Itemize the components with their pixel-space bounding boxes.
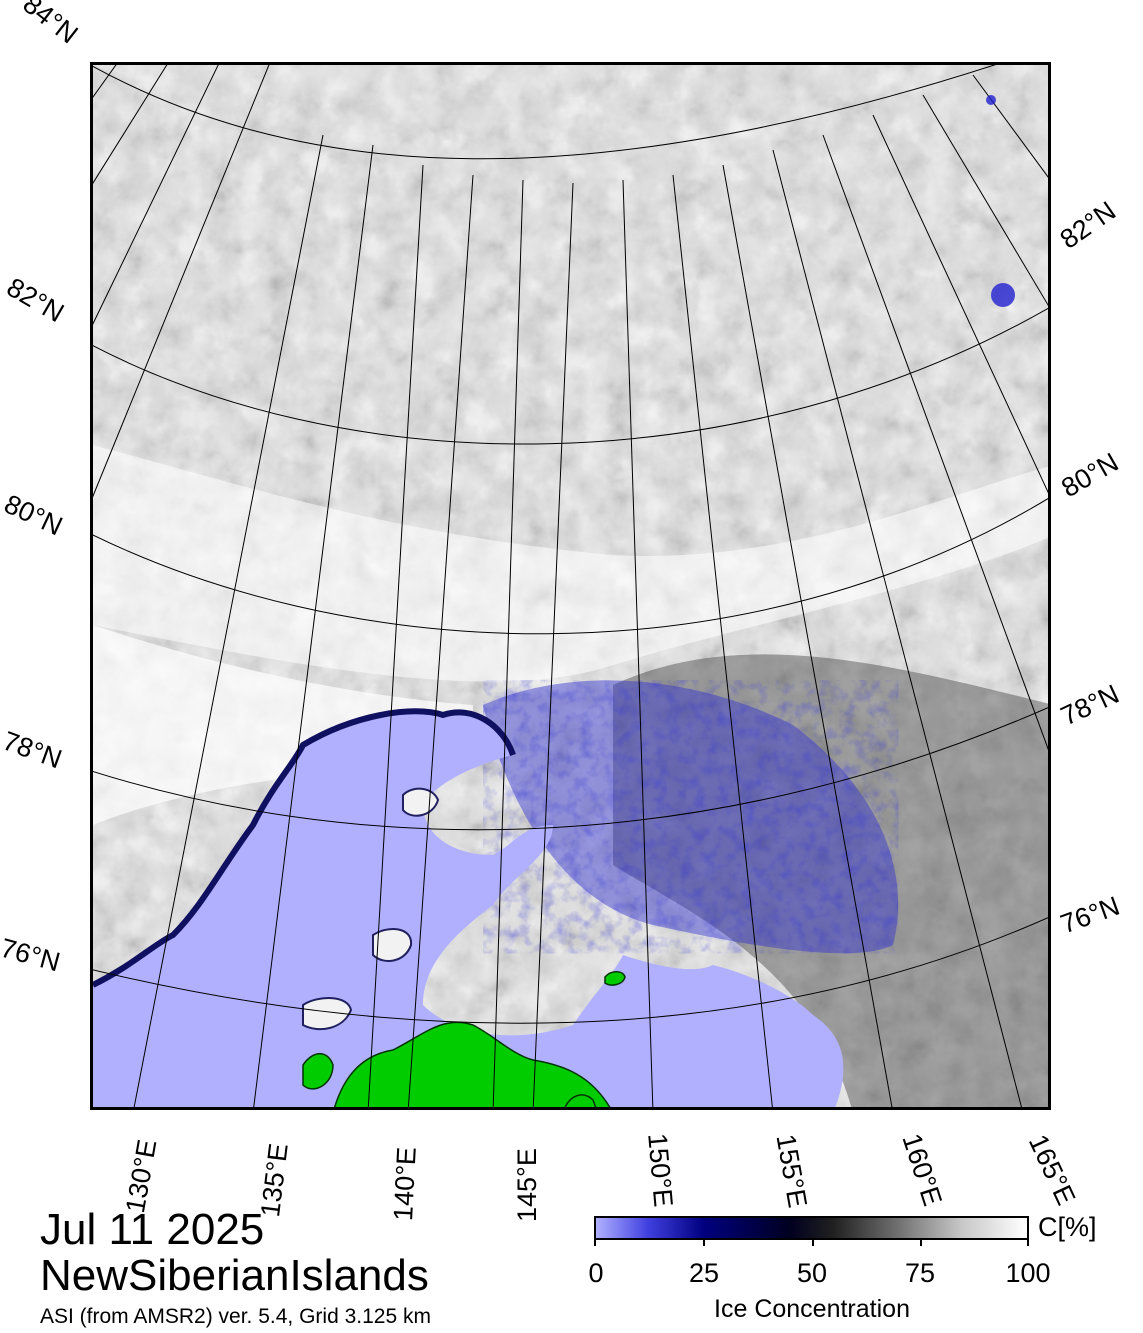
colorbar-title: Ice Concentration [714,1295,910,1323]
colorbar-tick-25: 25 [688,1258,720,1288]
ice-spot-1 [991,283,1015,307]
map-region: NewSiberianIslands [40,1251,429,1300]
island-small-2 [564,1094,597,1107]
low-concentration-patches [483,680,899,954]
lat-label-76n-left: 76°N [0,932,64,978]
colorbar-unit: C[%] [1038,1212,1097,1242]
ice-concentration-colorbar [594,1216,1029,1240]
lon-label-130e: 130°E [120,1137,163,1216]
colorbar-tick-mark [920,1238,922,1246]
parallel-78n [93,707,1048,831]
colorbar-tick-0: 0 [588,1258,604,1288]
lat-label-78n-right: 78°N [1056,678,1124,732]
parallel-76n [93,917,1048,1024]
ice-spot-2 [986,95,996,105]
low-concentration-zone [483,680,899,954]
lat-label-82n-left: 82°N [1,271,70,329]
parallel-84n [93,65,996,160]
map-source: ASI (from AMSR2) ver. 5.4, Grid 3.125 km [40,1305,431,1328]
colorbar-tick-mark [703,1238,705,1246]
lat-label-76n-right: 76°N [1056,890,1124,940]
open-ice-lower-left [93,625,473,825]
lat-label-84n: 84°N [17,0,84,50]
new-siberian-islands-land [334,1021,611,1107]
lat-label-78n-left: 78°N [0,725,66,775]
parallel-82n [93,307,1048,445]
ice-edge [93,708,516,988]
island-small-3 [604,971,626,986]
colorbar-tick-100: 100 [1005,1258,1051,1288]
colorbar-tick-mark [594,1238,596,1246]
open-water-laptev [93,711,844,1107]
lat-label-80n-left: 80°N [0,488,68,542]
colorbar-tick-mark [812,1238,814,1246]
map-date: Jul 11 2025 [40,1205,265,1254]
lon-label-140e: 140°E [388,1146,422,1222]
lon-label-165e: 165°E [1022,1130,1082,1210]
colorbar-tick-mark [1027,1238,1029,1246]
island-small-1 [302,1053,334,1090]
colorbar-tick-75: 75 [904,1258,936,1288]
open-ice-band [93,445,1048,682]
graticule [93,65,1048,1107]
lon-label-150e: 150°E [642,1132,679,1209]
sea-ice-map [93,65,1048,1107]
lat-label-82n-right: 82°N [1054,195,1122,255]
floe-3 [302,997,353,1031]
lon-label-160e: 160°E [896,1130,948,1210]
floe-2 [372,928,413,962]
colorbar-tick-50: 50 [796,1258,828,1288]
lat-label-80n-right: 80°N [1056,446,1124,504]
parallel-80n [93,497,1048,635]
map-frame [90,62,1051,1110]
lon-label-155e: 155°E [770,1132,813,1210]
lon-label-145e: 145°E [512,1148,542,1222]
